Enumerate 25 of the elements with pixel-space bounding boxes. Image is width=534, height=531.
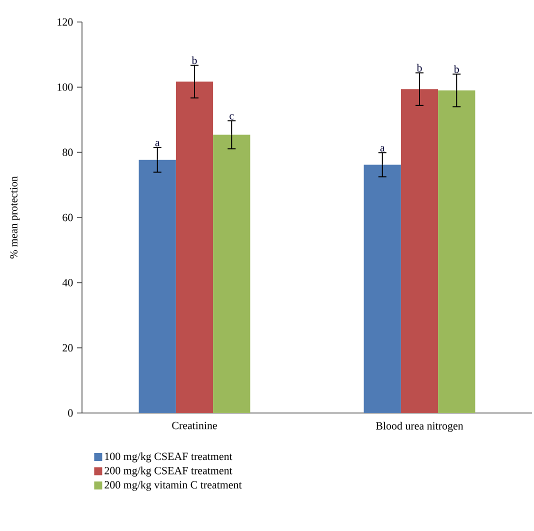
bar [438,90,476,413]
y-tick-label: 40 [62,278,73,286]
y-tick-label: 20 [62,344,73,352]
x-tick-label: Creatinine [172,422,217,430]
bar [364,164,401,413]
y-tick-label: 80 [62,148,73,156]
legend-label: 200 mg/kg vitamin C treatment [104,480,242,491]
legend-label: 100 mg/kg CSEAF treatment [105,452,232,462]
annotation: b [416,64,422,72]
y-tick-label: 100 [58,83,73,91]
y-tick-label: 120 [58,18,73,26]
legend-label: 200 mg/kg CSEAF treatment [104,466,232,477]
y-tick-label: 60 [62,214,73,222]
annotation: b [192,56,197,64]
annotation: a [380,146,385,152]
bar [176,82,214,413]
x-tick-label: Blood urea nitrogen [376,422,464,432]
bar [400,89,438,413]
annotation: a [155,140,160,146]
annotation: b [454,65,459,73]
bar [213,134,250,413]
y-axis-title: % mean protection [10,176,20,259]
y-tick-label: 0 [68,409,73,417]
annotation: c [230,114,234,120]
bar [138,160,176,413]
